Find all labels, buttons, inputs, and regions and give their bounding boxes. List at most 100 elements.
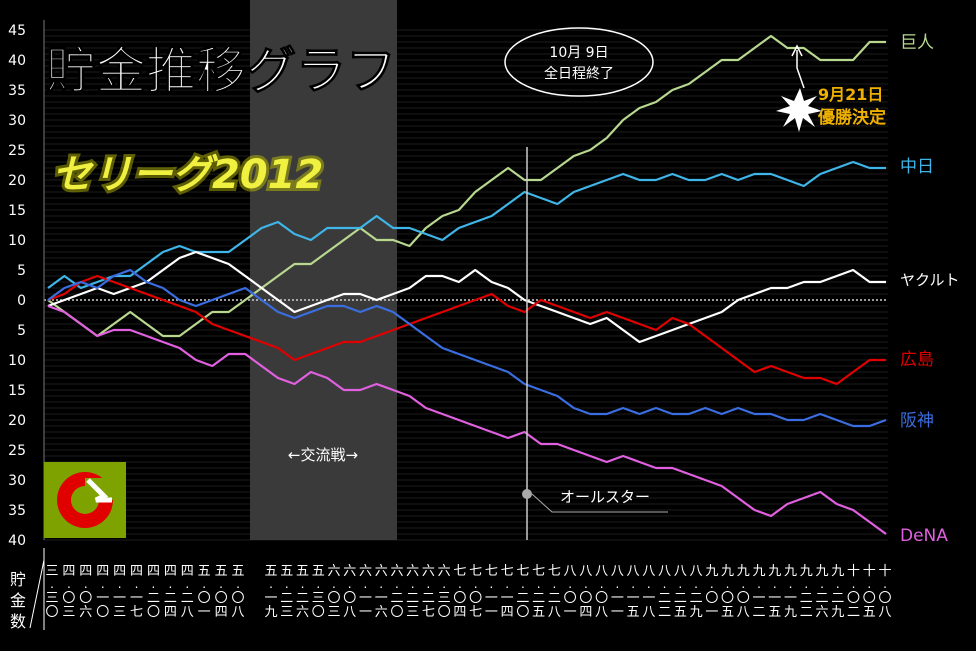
y-axis-title: 貯 金 数 <box>10 548 45 631</box>
x-tick-month: 八 <box>674 564 687 579</box>
x-tick: 六.〇八 <box>343 564 356 620</box>
x-tick-sep: . <box>678 577 682 591</box>
x-tick-month: 五 <box>198 564 211 579</box>
x-tick-month: 六 <box>422 564 435 579</box>
x-tick-sep: . <box>726 577 730 591</box>
x-tick-month: 八 <box>579 564 592 579</box>
x-tick-sep: . <box>867 577 871 591</box>
y-tick-label: 30 <box>8 473 26 489</box>
x-tick-sep: . <box>505 577 509 591</box>
clinch-arrow-head <box>791 44 803 57</box>
x-tick-day-tens: 一 <box>784 591 797 606</box>
x-tick-day-tens: 一 <box>611 591 624 606</box>
x-tick-sep: . <box>101 577 105 591</box>
x-tick: 七.一四 <box>501 564 514 620</box>
x-tick-month: 四 <box>164 564 177 579</box>
x-tick-sep: . <box>168 577 172 591</box>
x-tick-sep: . <box>301 577 305 591</box>
x-tick-day-ones: 一 <box>564 605 577 620</box>
x-tick-day-tens: 一 <box>264 591 277 606</box>
x-tick-month: 六 <box>327 564 340 579</box>
x-tick: 九.一九 <box>784 564 797 620</box>
x-tick-sep: . <box>615 577 619 591</box>
x-tick-day-tens: 二 <box>516 591 529 606</box>
y-axis-title-char-1: 貯 <box>10 570 26 589</box>
x-tick-month: 六 <box>438 564 451 579</box>
x-tick-month: 八 <box>642 564 655 579</box>
y-tick-label: 25 <box>8 443 26 459</box>
x-tick: 四.一〇 <box>96 564 109 620</box>
x-tick-day-ones: 八 <box>548 605 561 620</box>
x-tick-month: 四 <box>113 564 126 579</box>
x-tick: 八.二九 <box>690 564 703 620</box>
x-tick-sep: . <box>631 577 635 591</box>
status-text: 全日程終了 <box>544 65 614 82</box>
x-tick-month: 六 <box>406 564 419 579</box>
x-tick-month: 四 <box>181 564 194 579</box>
x-tick-month: 八 <box>611 564 624 579</box>
x-tick-day-tens: 〇 <box>847 591 860 606</box>
x-tick-day-ones: 三 <box>406 605 419 620</box>
x-tick-day-ones: 七 <box>130 605 143 620</box>
x-tick-day-tens: 二 <box>800 591 813 606</box>
series-label: 巨人 <box>900 33 934 53</box>
series-label: 広島 <box>900 350 934 370</box>
y-tick-label: 5 <box>17 323 26 339</box>
x-tick-month: 八 <box>595 564 608 579</box>
x-tick-month: 五 <box>280 564 293 579</box>
x-tick-sep: . <box>427 577 431 591</box>
interleague-label: ←交流戦→ <box>288 446 358 464</box>
x-tick: 四.一三 <box>113 564 126 620</box>
x-tick-month: 十 <box>847 564 860 579</box>
x-tick-sep: . <box>442 577 446 591</box>
x-tick-day-tens: 〇 <box>327 591 340 606</box>
x-tick-day-tens: 二 <box>690 591 703 606</box>
x-tick-day-tens: 二 <box>181 591 194 606</box>
y-tick-label: 10 <box>8 353 26 369</box>
x-tick-day-tens: 二 <box>831 591 844 606</box>
x-tick-sep: . <box>773 577 777 591</box>
x-tick: 五.〇一 <box>198 564 211 620</box>
x-tick-sep: . <box>285 577 289 591</box>
x-tick-sep: . <box>379 577 383 591</box>
team-logo <box>44 462 126 538</box>
x-tick-day-tens: 二 <box>816 591 829 606</box>
x-tick-day-ones: 〇 <box>147 605 160 620</box>
x-tick-sep: . <box>236 577 240 591</box>
x-tick-month: 四 <box>130 564 143 579</box>
x-tick-sep: . <box>584 577 588 591</box>
x-tick-day-ones: 九 <box>264 605 277 620</box>
x-tick-day-ones: 二 <box>658 605 671 620</box>
x-tick: 七.〇七 <box>469 564 482 620</box>
y-axis-ticks: 45 40 35 30 25 20 15 10 5 0 5 10 15 20 25 30 35 40 <box>8 23 26 549</box>
x-tick-day-ones: 四 <box>215 605 228 620</box>
x-tick: 七.二〇 <box>516 564 529 620</box>
x-tick-sep: . <box>332 577 336 591</box>
x-tick-sep: . <box>185 577 189 591</box>
x-tick-day-tens: 〇 <box>343 591 356 606</box>
x-tick-day-tens: 〇 <box>863 591 876 606</box>
allstar-leader <box>531 493 668 513</box>
x-tick-month: 九 <box>705 564 718 579</box>
x-tick: 七.一一 <box>485 564 498 620</box>
x-tick-day-tens: 一 <box>130 591 143 606</box>
x-tick-day-tens: 〇 <box>62 591 75 606</box>
x-tick-sep: . <box>852 577 856 591</box>
x-tick-day-tens: 一 <box>359 591 372 606</box>
x-tick-day-tens: 〇 <box>579 591 592 606</box>
x-tick-day-ones: 九 <box>690 605 703 620</box>
x-tick-month: 九 <box>721 564 734 579</box>
x-tick-month: 七 <box>501 564 514 579</box>
x-tick-month: 三 <box>45 564 58 579</box>
x-tick-month: 八 <box>658 564 671 579</box>
series-lines <box>47 34 887 535</box>
clinch-date: 9月21日 <box>818 85 883 104</box>
x-tick-day-tens: 一 <box>375 591 388 606</box>
series-line-広島 <box>47 274 886 386</box>
x-tick-day-ones: 一 <box>359 605 372 620</box>
chart-title: 貯金推移グラフ <box>46 42 396 100</box>
x-tick-sep: . <box>883 577 887 591</box>
x-axis-ticks: 三.三〇四.〇三四.〇六四.一〇四.一三四.一七四.二〇四.二四四.二八五.〇一… <box>45 564 891 620</box>
y-tick-label: 10 <box>8 233 26 249</box>
x-tick-month: 六 <box>390 564 403 579</box>
